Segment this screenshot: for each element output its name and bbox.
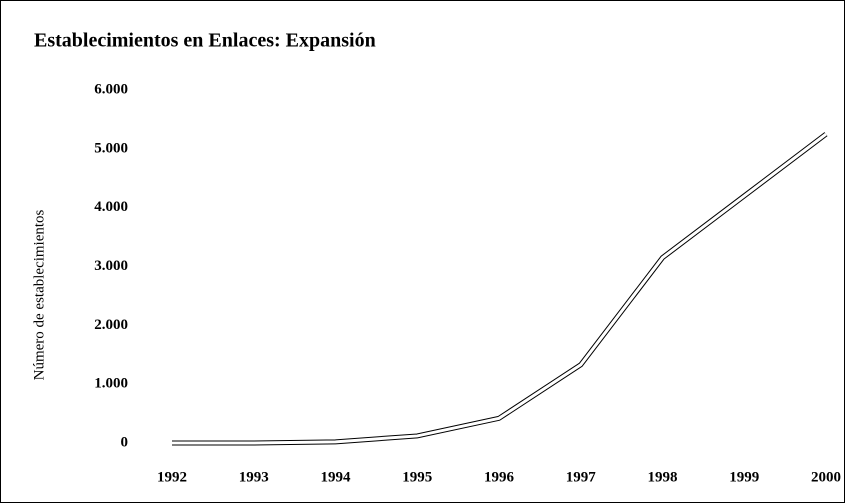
y-tick-label: 3.000 xyxy=(94,258,128,274)
x-tick-label: 1997 xyxy=(566,469,597,485)
x-tick-label: 2000 xyxy=(811,469,841,485)
x-tick-label: 1999 xyxy=(729,469,759,485)
x-tick-label: 1994 xyxy=(321,469,352,485)
x-tick-label: 1996 xyxy=(484,469,515,485)
y-axis-label: Número de establecimientos xyxy=(31,209,47,380)
x-tick-label: 1993 xyxy=(239,469,269,485)
y-tick-label: 0 xyxy=(121,434,129,450)
y-tick-label: 2.000 xyxy=(94,317,128,333)
y-tick-label: 6.000 xyxy=(94,81,128,97)
y-tick-label: 5.000 xyxy=(94,140,128,156)
chart-title: Establecimientos en Enlaces: Expansión xyxy=(34,30,376,52)
line xyxy=(172,132,827,445)
y-tick-label: 1.000 xyxy=(94,376,128,392)
x-tick-label: 1995 xyxy=(402,469,432,485)
x-tick-label: 1998 xyxy=(648,469,678,485)
x-tick-label: 1992 xyxy=(157,469,187,485)
y-tick-label: 4.000 xyxy=(94,199,128,215)
